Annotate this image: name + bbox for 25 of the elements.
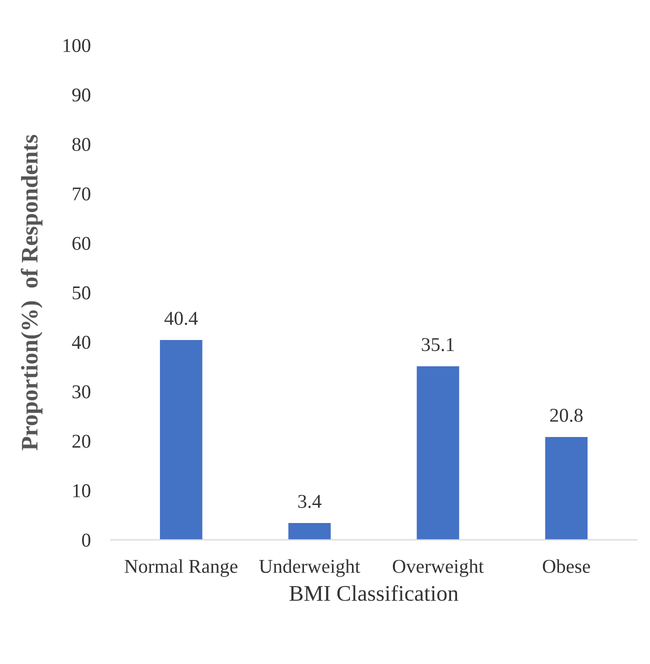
y-tick-label: 100	[64, 38, 90, 52]
y-tick-label: 50	[72, 286, 90, 300]
data-label: 3.4	[298, 494, 322, 508]
y-tick-label: 60	[72, 236, 90, 250]
y-tick-label: 30	[72, 385, 90, 398]
x-tick-label: Overweight	[392, 559, 484, 577]
x-tick-label: Obese	[542, 559, 590, 573]
y-tick-label: 10	[73, 484, 90, 498]
y-tick-label: 20	[72, 434, 90, 448]
bar	[288, 523, 331, 540]
y-axis-title: Proportion(%) of Respondents	[20, 134, 42, 450]
data-label: 20.8	[550, 408, 583, 422]
x-axis-title: BMI Classification	[290, 585, 458, 601]
y-tick-label: 70	[72, 187, 90, 200]
bar	[416, 366, 460, 540]
data-label: 40.4	[164, 312, 198, 326]
x-tick-label: Normal Range	[124, 559, 238, 577]
y-tick-label: 40	[72, 336, 90, 349]
y-tick-label: 90	[72, 88, 90, 102]
data-label: 35.1	[422, 338, 454, 352]
y-tick-label: 0	[82, 534, 90, 547]
y-tick-label: 80	[72, 138, 90, 152]
bar	[160, 340, 202, 540]
x-tick-label: Underweight	[259, 559, 360, 577]
bar	[545, 436, 588, 540]
